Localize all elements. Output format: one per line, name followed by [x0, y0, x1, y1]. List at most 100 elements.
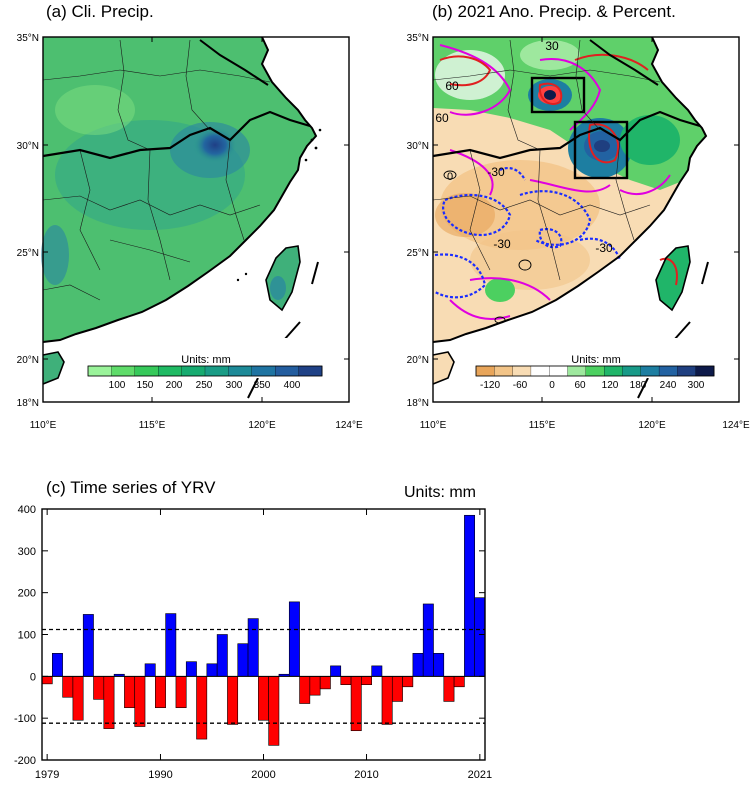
lat-label: 20°N [407, 355, 429, 366]
legend-tick: 100 [109, 380, 126, 391]
legend-tick: 400 [284, 380, 301, 391]
colorbar-swatch [475, 365, 495, 377]
lat-label: 25°N [407, 248, 429, 259]
bar-2014 [402, 676, 414, 688]
colorbar-swatch [181, 365, 206, 377]
colorbar-outline [475, 365, 715, 377]
y-tick-label: 200 [18, 588, 36, 600]
bar-1994 [196, 676, 208, 740]
bar-2012 [381, 676, 393, 725]
bar-1984 [93, 676, 105, 700]
legend-title: Units: mm [571, 354, 621, 366]
x-tick-label: 1990 [148, 769, 172, 781]
x-tick-label: 2021 [468, 769, 492, 781]
bars-group [41, 514, 486, 746]
x-tick-label: 2000 [251, 769, 275, 781]
bar-1983 [82, 614, 94, 677]
bar-2015 [412, 653, 424, 677]
legend-tick: 180 [630, 380, 647, 391]
panel-a-title: (a) Cli. Precip. [46, 2, 154, 21]
lon-label: 120°E [638, 420, 666, 431]
bar-1999 [247, 618, 259, 677]
lat-label: 18°N [407, 398, 429, 409]
lat-label: 20°N [17, 355, 39, 366]
bar-2000 [258, 676, 269, 721]
contour-label: -30 [487, 165, 505, 179]
bar-1989 [144, 663, 156, 677]
contour-label: 60 [435, 111, 449, 125]
bar-1982 [72, 676, 84, 721]
colorbar-swatch [585, 365, 605, 377]
lat-label: 30°N [17, 141, 39, 152]
legend-tick: 350 [254, 380, 271, 391]
bar-2017 [433, 653, 445, 677]
panel-b-colorbar [475, 365, 715, 377]
contour-label: 0 [447, 171, 453, 183]
threshold-lines [42, 628, 485, 724]
panel-b-map: 30 60 60 -30 -30 -30 0 35°N 30°N 25°N 20… [407, 33, 750, 431]
lon-label: 124°E [335, 420, 363, 431]
legend-tick: -120 [480, 380, 500, 391]
colorbar-swatch [204, 365, 229, 377]
legend-tick: 60 [574, 380, 586, 391]
colorbar-swatch [549, 365, 568, 377]
lon-label: 115°E [139, 420, 166, 431]
colorbar-swatch [275, 365, 300, 377]
bar-1991 [165, 613, 177, 677]
colorbar-swatch [87, 365, 112, 377]
bar-2018 [443, 676, 455, 702]
colorbar-swatch [640, 365, 660, 377]
lat-label: 25°N [17, 248, 39, 259]
bar-1980 [52, 653, 63, 677]
colorbar-swatch [298, 365, 323, 377]
colorbar-outline [87, 365, 323, 377]
y-axis: -200 -100 0 100 200 300 400 [14, 504, 485, 767]
bar-1981 [62, 676, 74, 698]
panel-a-colorbar [87, 365, 323, 377]
bar-1997 [227, 676, 239, 725]
time-series-chart: -200 -100 0 100 200 300 400 1979 1990 2000 2010 20… [14, 504, 492, 781]
legend-tick: 120 [602, 380, 619, 391]
bar-1979 [41, 676, 53, 685]
panel-b-title: (b) 2021 Ano. Precip. & Percent. [432, 2, 676, 21]
bar-2001 [268, 676, 280, 746]
lon-label: 120°E [248, 420, 276, 431]
colorbar-swatch [695, 365, 715, 377]
colorbar-swatch [251, 365, 276, 377]
bar-1987 [124, 676, 136, 709]
bar-1992 [175, 676, 187, 709]
bar-1990 [155, 676, 166, 709]
panel-a-map: 35°N 30°N 25°N 20°N 18°N 110°E 115°E 120… [17, 33, 363, 431]
lon-label: 110°E [30, 420, 57, 431]
bar-2011 [371, 665, 383, 677]
y-tick-label: 100 [18, 630, 36, 642]
colorbar-swatch [658, 365, 678, 377]
y-tick-label: 300 [18, 546, 36, 558]
y-tick-label: -100 [14, 713, 36, 725]
bar-1985 [103, 676, 115, 729]
contour-label: 60 [445, 79, 459, 93]
lon-label: 124°E [722, 420, 750, 431]
lon-label: 110°E [420, 420, 447, 431]
contour-label: 30 [545, 39, 559, 53]
colorbar-swatch [622, 365, 642, 377]
bar-1988 [134, 676, 146, 727]
bar-2021 [474, 597, 486, 677]
colorbar-swatch [530, 365, 550, 377]
lat-label: 30°N [407, 141, 429, 152]
bar-2008 [340, 676, 352, 685]
bar-1996 [216, 634, 228, 677]
colorbar-swatch [677, 365, 697, 377]
legend-tick: 200 [166, 380, 183, 391]
bar-2013 [391, 676, 403, 702]
colorbar-swatch [228, 365, 253, 377]
colorbar-swatch [134, 365, 159, 377]
x-axis: 1979 1990 2000 2010 2021 [35, 509, 492, 781]
bar-2003 [288, 601, 300, 677]
bar-2020 [464, 514, 475, 677]
units-label: Units: mm [404, 484, 476, 501]
contour-label: -30 [493, 237, 511, 251]
bar-2004 [299, 676, 311, 704]
colorbar-swatch [567, 365, 587, 377]
bar-1993 [185, 661, 197, 677]
